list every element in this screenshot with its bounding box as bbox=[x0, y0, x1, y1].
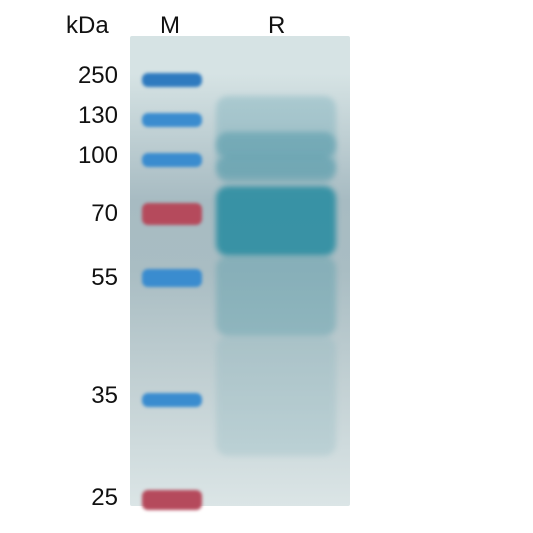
kda-label: 100 bbox=[58, 142, 118, 170]
kda-label: 25 bbox=[58, 484, 118, 512]
sample-smear bbox=[216, 336, 336, 456]
sample-smear bbox=[216, 132, 336, 158]
marker-band bbox=[142, 393, 202, 407]
sample-smear bbox=[216, 156, 336, 182]
kda-label: 35 bbox=[58, 382, 118, 410]
kda-label: 130 bbox=[58, 102, 118, 130]
kda-label: 70 bbox=[58, 200, 118, 228]
kda-label: 250 bbox=[58, 62, 118, 90]
marker-band bbox=[142, 490, 202, 510]
sample-smear bbox=[216, 256, 336, 336]
lane-header-marker: M bbox=[160, 12, 180, 40]
lane-header-sample: R bbox=[268, 12, 285, 40]
unit-label: kDa bbox=[66, 12, 109, 40]
kda-label: 55 bbox=[58, 264, 118, 292]
marker-band bbox=[142, 113, 202, 127]
marker-band bbox=[142, 73, 202, 87]
marker-band bbox=[142, 153, 202, 167]
marker-band bbox=[142, 203, 202, 225]
sample-smear bbox=[216, 186, 336, 256]
marker-band bbox=[142, 269, 202, 287]
